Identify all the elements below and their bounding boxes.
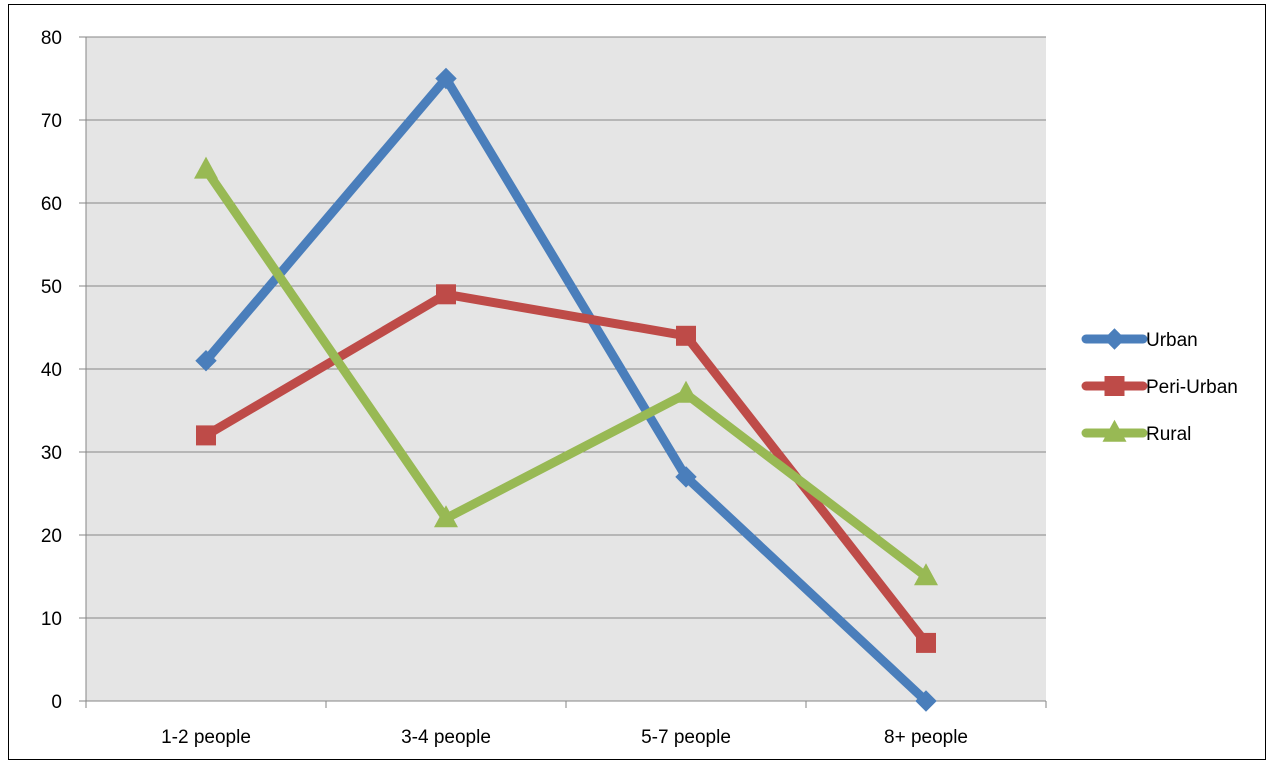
data-point-peri-urban [916, 632, 936, 653]
series-lines [201, 74, 931, 706]
legend-marker-urban [1103, 328, 1126, 350]
data-point-urban [675, 466, 697, 488]
data-point-peri-urban [436, 284, 456, 305]
y-tick-label: 0 [51, 692, 62, 713]
legend-marker-rural [1102, 419, 1127, 442]
y-tick-label: 70 [41, 111, 62, 132]
data-point-urban [435, 67, 457, 90]
y-tick-label: 30 [41, 443, 62, 464]
data-point-peri-urban [676, 325, 696, 346]
y-axis-tick-labels: 0 10 20 30 40 50 60 70 80 [41, 28, 62, 713]
y-tick-label: 80 [41, 28, 62, 49]
data-point-rural [194, 156, 218, 179]
y-tick-label: 20 [41, 526, 62, 547]
series-markers [194, 67, 938, 712]
legend-label-urban: Urban [1146, 330, 1198, 351]
data-point-rural [914, 563, 938, 586]
data-point-peri-urban [196, 425, 216, 446]
legend-label-peri-urban: Peri-Urban [1146, 377, 1238, 398]
x-tick-label: 1-2 people [161, 727, 251, 748]
x-tick-label: 3-4 people [401, 727, 491, 748]
data-point-rural [434, 505, 458, 528]
x-axis-tick-labels: 1-2 people 3-4 people 5-7 people 8+ people [161, 727, 968, 748]
y-tick-label: 50 [41, 277, 62, 298]
x-tick-label: 8+ people [884, 727, 968, 748]
series-line-rural [201, 165, 931, 581]
x-tick-label: 5-7 people [641, 727, 731, 748]
legend-marker-peri-urban [1104, 376, 1125, 396]
y-tick-label: 10 [41, 609, 62, 630]
legend: Urban Peri-Urban Rural [1081, 328, 1238, 445]
y-tick-label: 40 [41, 360, 62, 381]
data-point-urban [195, 349, 217, 372]
data-point-urban [915, 690, 937, 712]
legend-label-rural: Rural [1146, 424, 1191, 445]
data-point-rural [674, 380, 698, 403]
y-tick-label: 60 [41, 194, 62, 215]
axes [79, 36, 1047, 708]
series-line-urban [201, 74, 931, 706]
